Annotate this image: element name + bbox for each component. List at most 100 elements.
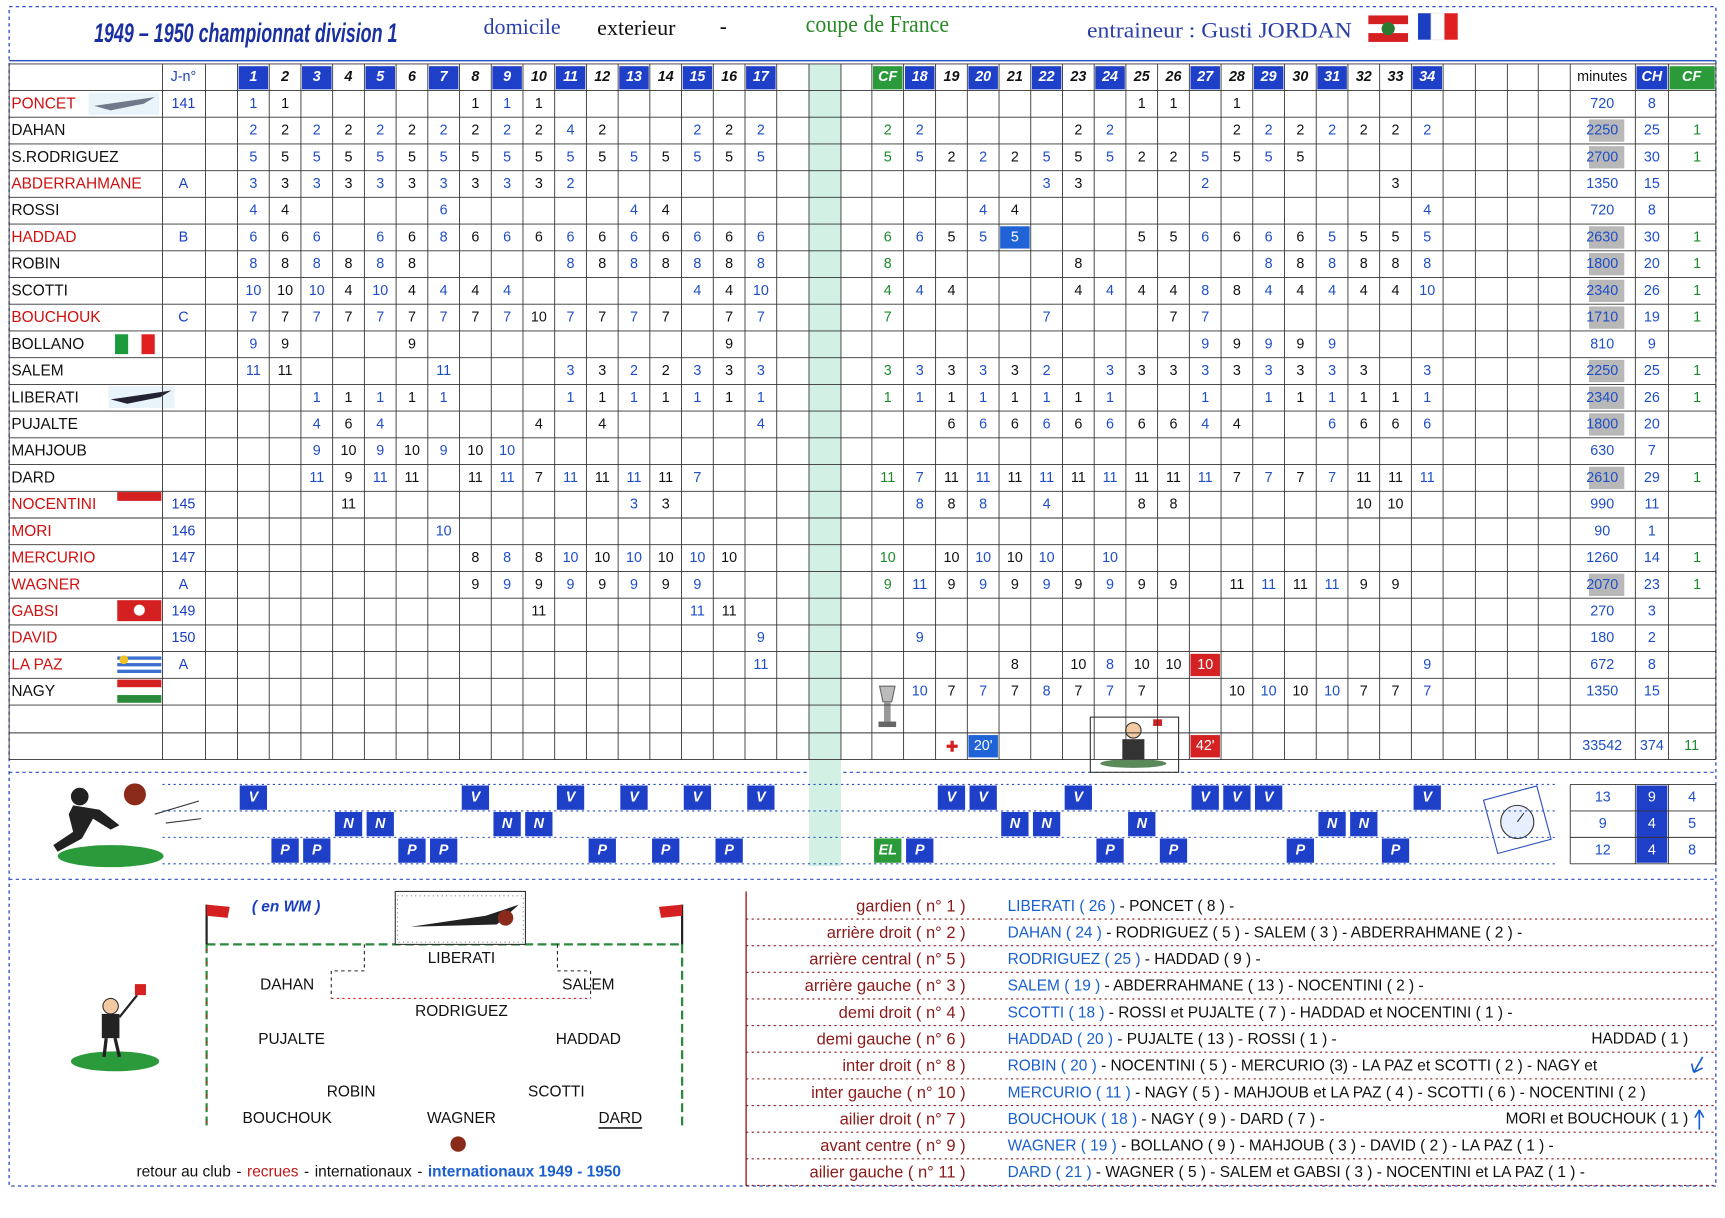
cell-number: 7 <box>1328 470 1336 486</box>
result-box <box>874 838 902 863</box>
result-box <box>271 838 299 863</box>
player-ch: 15 <box>1644 176 1660 192</box>
cell-number: 1 <box>313 390 321 406</box>
cell-number: 10 <box>499 443 515 459</box>
header-cell-bg <box>1636 66 1668 90</box>
cell-number: 7 <box>1360 684 1368 700</box>
cell-number: 9 <box>1296 336 1304 352</box>
cell-number: 5 <box>1360 229 1368 245</box>
cell-number: 1 <box>1106 390 1114 406</box>
result-box <box>1318 812 1346 837</box>
cell-number: 3 <box>598 363 606 379</box>
arrows <box>1690 1056 1705 1130</box>
position-rest: - PONCET ( 8 ) - <box>1115 897 1234 914</box>
cell-number: 9 <box>1074 577 1082 593</box>
cell-number: 10 <box>277 283 293 299</box>
cell-number: 6 <box>249 229 257 245</box>
cell-number: 9 <box>1201 336 1209 352</box>
match-header: 10 <box>531 69 547 85</box>
cell-number: 5 <box>471 149 479 165</box>
cell-number: 6 <box>662 229 670 245</box>
match-header: 15 <box>689 69 706 85</box>
player-jn: 145 <box>171 497 195 513</box>
position-main: ROBIN ( 20 ) <box>1008 1057 1097 1074</box>
cell-number: 11 <box>1293 577 1308 593</box>
result-letter: V <box>1074 790 1085 806</box>
summary-number: 8 <box>1688 843 1696 859</box>
formation-player: RODRIGUEZ <box>415 1003 508 1020</box>
cell-number: 9 <box>281 336 289 352</box>
match-header: 16 <box>721 69 738 85</box>
cell-number: 11 <box>722 604 737 620</box>
cell-number: 4 <box>1392 283 1400 299</box>
cell-number: 5 <box>1423 229 1431 245</box>
cell-number: 4 <box>471 283 479 299</box>
cell-number: 9 <box>471 577 479 593</box>
result-box <box>969 785 997 810</box>
player-name: BOLLANO <box>11 336 84 353</box>
player-minutes: 1710 <box>1586 310 1618 326</box>
total-minutes: 33542 <box>1582 738 1622 754</box>
player-minutes: 1800 <box>1586 256 1618 272</box>
cell-number: 7 <box>598 310 606 326</box>
cell-number: 3 <box>884 363 892 379</box>
position-rest: - NAGY ( 5 ) - MAHJOUB et LA PAZ ( 4 ) -… <box>1131 1084 1646 1101</box>
player-ch: 2 <box>1648 630 1656 646</box>
match-header: 34 <box>1419 69 1435 85</box>
cell-number: 5 <box>1328 229 1336 245</box>
cell-number: 6 <box>535 229 543 245</box>
cell-number: 7 <box>1138 684 1146 700</box>
cell-number: 8 <box>408 256 416 272</box>
cell-number: 1 <box>345 390 353 406</box>
cell-number: 8 <box>1392 256 1400 272</box>
player-name: MAHJOUB <box>11 443 86 460</box>
cell-number: 2 <box>630 363 638 379</box>
cell-number: 1 <box>281 96 289 112</box>
cell-number: 2 <box>535 123 543 139</box>
cell-number: 7 <box>503 310 511 326</box>
player-ch: 30 <box>1644 229 1660 245</box>
cell-number: 9 <box>249 336 257 352</box>
cell-number: 7 <box>947 684 955 700</box>
result-letter: P <box>661 843 671 859</box>
cell-number: 4 <box>916 283 924 299</box>
formation-player: PUJALTE <box>258 1031 325 1048</box>
cell-number: 10 <box>1134 657 1150 673</box>
cell-number: 4 <box>693 283 701 299</box>
cell-number: 3 <box>1074 176 1082 192</box>
cell-number: 8 <box>471 550 479 566</box>
result-box <box>430 838 458 863</box>
player-minutes: 2340 <box>1586 283 1618 299</box>
cell-number: 2 <box>1106 123 1114 139</box>
cell-number: 5 <box>1106 149 1114 165</box>
cell-number: 9 <box>1233 336 1241 352</box>
cell-number: 8 <box>313 256 321 272</box>
cell-number: 5 <box>725 149 733 165</box>
cell-number: 10 <box>1197 657 1213 673</box>
formation-player: SALEM <box>562 977 614 994</box>
summary-mid-bg <box>1636 785 1668 863</box>
result-box <box>747 785 775 810</box>
result-letter: V <box>1264 790 1275 806</box>
player-name: ROSSI <box>11 202 59 219</box>
cell-number: 10 <box>1229 684 1245 700</box>
cell-number: 5 <box>345 149 353 165</box>
cell-number: 1 <box>1328 390 1336 406</box>
cell-number: 6 <box>1138 416 1146 432</box>
cell-number: 7 <box>567 310 575 326</box>
header-cell-bg <box>682 66 713 90</box>
position-rest: - RODRIGUEZ ( 5 ) - SALEM ( 3 ) - ABDERR… <box>1102 924 1522 941</box>
cell-number: 10 <box>912 684 928 700</box>
match-header: 19 <box>943 69 959 85</box>
cell-number: 8 <box>1423 256 1431 272</box>
cell-number: 6 <box>1392 416 1400 432</box>
cell-number: 7 <box>408 310 416 326</box>
position-label: avant centre ( n° 9 ) <box>820 1136 965 1155</box>
result-letter: V <box>1422 790 1433 806</box>
cell-number: 2 <box>249 123 257 139</box>
player-cf: 1 <box>1693 390 1701 406</box>
cell-number: 1 <box>1392 390 1400 406</box>
result-letter: P <box>1169 843 1179 859</box>
cell-number: 9 <box>1138 577 1146 593</box>
player-ch: 3 <box>1648 604 1656 620</box>
